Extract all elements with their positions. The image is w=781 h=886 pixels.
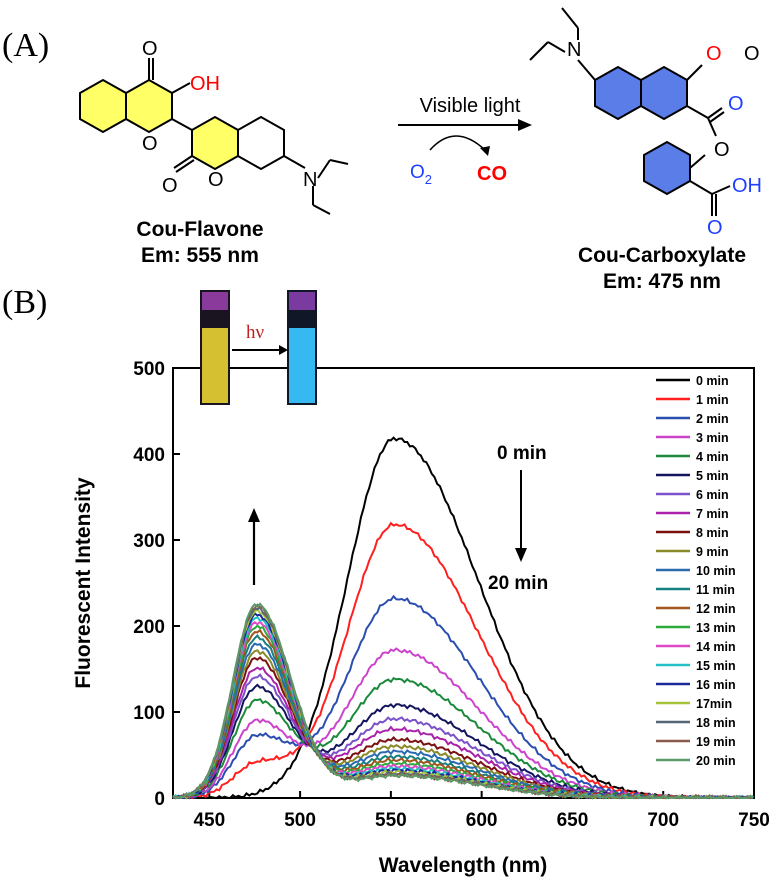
flavone-benzo-ring: [79, 78, 127, 134]
flavone-pyranone-ring: [125, 78, 173, 134]
legend-label: 2 min: [696, 412, 729, 426]
spectra-curves: [172, 436, 754, 800]
y-tick-label: 200: [133, 617, 165, 638]
series-line-20-min: [172, 602, 754, 800]
panel-a: (A) O OH O O O N Cou-Flavone: [2, 7, 762, 293]
byproduct-co: CO: [477, 163, 507, 185]
legend-label: 14 min: [696, 640, 736, 654]
legend-label: 10 min: [696, 564, 736, 578]
coumarin-carbonyl-o: O: [162, 175, 178, 197]
x-tick-label: 650: [557, 810, 589, 831]
legend-label: 13 min: [696, 621, 736, 635]
legend-label: 4 min: [696, 450, 729, 464]
panel-b: (B) 0 100 200 300 400 500 450 500 550 600 650 700 7…: [2, 284, 770, 877]
acid-hydroxyl: OH: [732, 175, 762, 197]
legend-label: 5 min: [696, 469, 729, 483]
ester-o: O: [714, 139, 730, 161]
x-tick-label: 500: [284, 810, 316, 831]
y-tick-label: 0: [154, 789, 165, 810]
x-tick-label: 700: [647, 810, 679, 831]
x-tick-label: 450: [193, 810, 225, 831]
reactant-emission: Em: 555 nm: [141, 244, 259, 267]
acid-carbonyl-o: O: [707, 217, 723, 239]
legend-label: 15 min: [696, 659, 736, 673]
ester-carbonyl-o: O: [728, 93, 744, 115]
legend-label: 1 min: [696, 393, 729, 407]
x-tick-label: 750: [738, 810, 770, 831]
product-name: Cou-Carboxylate: [578, 244, 746, 267]
flavone-amine-n: N: [303, 169, 317, 191]
product-pyranone-ring: [640, 65, 688, 121]
x-tick-label: 550: [375, 810, 407, 831]
cou-carboxylate-atoms: N O O O O O OH: [567, 39, 762, 239]
down-arrow-icon: [515, 548, 527, 562]
curved-arrow-icon: [480, 146, 490, 156]
panel-b-label: (B): [2, 284, 47, 321]
series-line-0-min: [172, 436, 754, 800]
product-emission: Em: 475 nm: [603, 270, 721, 293]
y-tick-label: 300: [133, 531, 165, 552]
legend-label: 20 min: [696, 754, 736, 768]
legend-label: 3 min: [696, 431, 729, 445]
product-benzo-ring: [594, 65, 642, 121]
cou-flavone-structure: [79, 58, 349, 215]
panel-a-label: (A): [2, 27, 49, 64]
x-axis: 450 500 550 600 650 700 750: [193, 791, 770, 831]
legend-label: 11 min: [696, 583, 735, 597]
legend-label: 18 min: [696, 716, 736, 730]
plot-frame: [172, 367, 755, 799]
legend-label: 17min: [696, 697, 732, 711]
reaction-arrow: Visible light O2 CO: [398, 95, 532, 187]
photo-inset: hν: [200, 290, 317, 585]
legend: 0 min 1 min 2 min 3 min 4 min 5 min 6 min 7 min…: [656, 374, 736, 768]
coumarin-benzo-ring: [237, 115, 285, 171]
y-axis-title: Fluorescent Intensity: [72, 477, 95, 689]
legend-label: 12 min: [696, 602, 736, 616]
condition-text: Visible light: [420, 95, 521, 117]
legend-label: 9 min: [696, 545, 729, 559]
flavone-ring-o: O: [142, 133, 158, 155]
y-tick-label: 400: [133, 445, 165, 466]
product-amine-n: N: [567, 39, 581, 61]
product-ring-o: O: [706, 43, 722, 65]
flavone-hydroxyl: OH: [190, 73, 220, 95]
legend-label: 16 min: [696, 678, 736, 692]
coumarin-pyranone-ring: [191, 115, 239, 171]
legend-label: 7 min: [696, 507, 729, 521]
product-carbonyl-o: O: [744, 43, 760, 65]
coumarin-ring-o: O: [208, 169, 224, 191]
y-axis: 0 100 200 300 400 500: [133, 359, 180, 810]
x-axis-title: Wavelength (nm): [379, 854, 547, 877]
annotation-start: 0 min: [497, 443, 547, 464]
up-arrow-icon: [248, 508, 260, 522]
reactant-name: Cou-Flavone: [136, 218, 263, 241]
annotation-end: 20 min: [488, 573, 548, 594]
right-arrow-icon: [279, 345, 288, 355]
time-annotation: 0 min 20 min: [488, 443, 548, 594]
product-salicylate-ring: [643, 140, 691, 196]
cou-flavone-atoms: O OH O O O N: [142, 38, 317, 197]
legend-label: 8 min: [696, 526, 729, 540]
legend-label: 6 min: [696, 488, 729, 502]
legend-label: 0 min: [696, 374, 729, 388]
flavone-carbonyl-o: O: [142, 38, 158, 60]
inset-label: hν: [246, 322, 265, 343]
right-arrow-icon: [518, 119, 532, 131]
y-tick-label: 500: [133, 359, 165, 380]
cou-carboxylate-structure: [529, 7, 731, 216]
legend-label: 19 min: [696, 735, 736, 749]
reagent-o2: O2: [410, 162, 432, 187]
y-tick-label: 100: [133, 703, 165, 724]
x-tick-label: 600: [466, 810, 498, 831]
